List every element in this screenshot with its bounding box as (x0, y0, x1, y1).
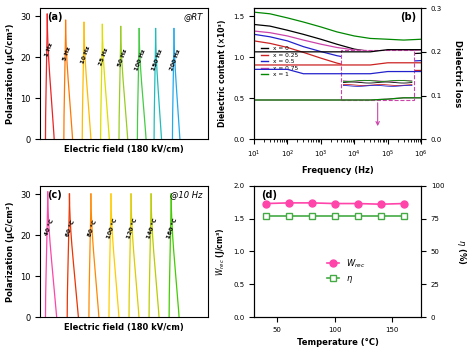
X-axis label: Electric field (180 kV/cm): Electric field (180 kV/cm) (64, 145, 184, 154)
Text: 150 Hz: 150 Hz (151, 48, 164, 71)
Y-axis label: $\eta$ (%): $\eta$ (%) (456, 239, 468, 264)
Bar (341, 50, 414, 100)
Text: (d): (d) (261, 190, 277, 200)
X-axis label: Frequency (Hz): Frequency (Hz) (301, 166, 374, 175)
Text: 80 °C: 80 °C (87, 220, 98, 238)
Y-axis label: Dielectric contant (×10³): Dielectric contant (×10³) (219, 20, 228, 127)
Text: @10 Hz: @10 Hz (170, 190, 202, 199)
Text: 1 Hz: 1 Hz (44, 42, 54, 57)
Text: 25 Hz: 25 Hz (99, 47, 109, 66)
Y-axis label: Polarization (μC/cm²): Polarization (μC/cm²) (6, 201, 15, 302)
Text: (b): (b) (400, 12, 416, 22)
Y-axis label: Dielectric loss: Dielectric loss (453, 40, 462, 107)
Y-axis label: Polarization (μC/cm²): Polarization (μC/cm²) (6, 24, 15, 124)
Text: 160 °C: 160 °C (167, 217, 179, 239)
Text: 120 °C: 120 °C (127, 217, 138, 239)
Text: 50 Hz: 50 Hz (117, 49, 128, 68)
Text: 60 °C: 60 °C (65, 220, 76, 238)
Legend: x = 0, x = 0.25, x = 0.5, x = 0.75, x = 1: x = 0, x = 0.25, x = 0.5, x = 0.75, x = … (259, 44, 300, 80)
Text: 100 Hz: 100 Hz (135, 48, 147, 71)
Text: 5 Hz: 5 Hz (63, 46, 72, 61)
Text: 40 °C: 40 °C (44, 218, 55, 236)
Text: @RT: @RT (183, 12, 202, 21)
Text: (c): (c) (47, 190, 62, 200)
X-axis label: Electric field (180 kV/cm): Electric field (180 kV/cm) (64, 323, 184, 332)
Text: 140 °C: 140 °C (146, 217, 159, 239)
Legend: $W_{rec}$, $\eta$: $W_{rec}$, $\eta$ (323, 254, 369, 288)
Text: (a): (a) (47, 12, 63, 22)
Text: 100 °C: 100 °C (107, 217, 118, 239)
Text: 200 Hz: 200 Hz (170, 48, 182, 71)
Y-axis label: $W_{rec}$ (J/cm³): $W_{rec}$ (J/cm³) (215, 227, 228, 276)
Text: 10 Hz: 10 Hz (80, 46, 91, 65)
X-axis label: Temperature (°C): Temperature (°C) (297, 339, 379, 347)
